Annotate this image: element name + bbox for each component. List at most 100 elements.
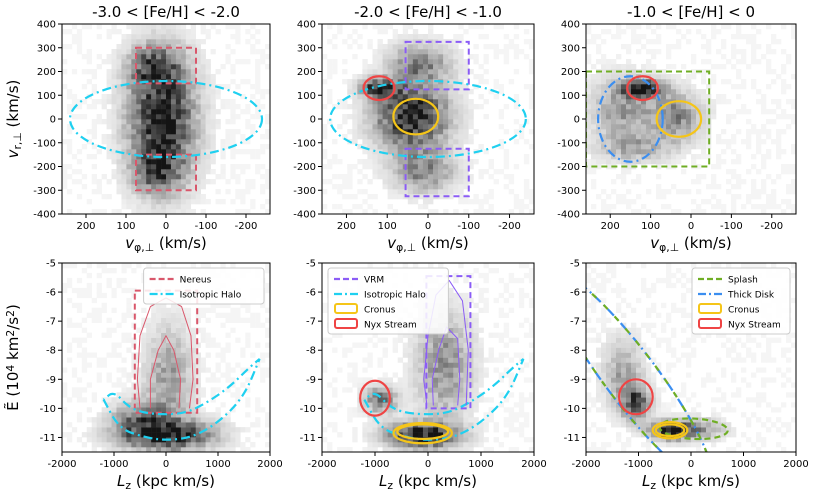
density-cell: [96, 272, 102, 279]
density-cell: [205, 154, 211, 160]
density-cell: [498, 357, 505, 363]
density-cell: [443, 332, 449, 338]
density-cell: [626, 149, 632, 155]
density-cell: [146, 372, 152, 378]
density-cell: [676, 144, 682, 150]
density-cell: [260, 94, 266, 100]
density-cell: [352, 194, 358, 200]
density-cell: [478, 204, 484, 210]
density-cell: [151, 302, 157, 309]
density-cell: [433, 179, 439, 185]
density-cell: [463, 322, 469, 328]
density-cell: [367, 134, 373, 140]
density-cell: [166, 29, 172, 35]
density-cell: [170, 99, 177, 105]
density-cell: [781, 199, 787, 205]
density-cell: [131, 59, 137, 65]
density-cell: [377, 104, 383, 110]
density-cell: [453, 99, 459, 105]
density-cell: [458, 332, 464, 338]
density-cell: [616, 139, 622, 145]
density-cell: [131, 169, 137, 175]
density-cell: [161, 402, 167, 408]
density-cell: [141, 199, 147, 205]
density-cell: [200, 437, 206, 443]
density-cell: [473, 327, 479, 333]
density-cell: [407, 119, 414, 125]
density-cell: [412, 144, 419, 150]
density-cell: [458, 129, 464, 135]
density-cell: [372, 149, 378, 155]
density-cell: [616, 154, 622, 160]
density-cell: [230, 377, 236, 383]
density-cell: [766, 109, 772, 115]
density-cell: [106, 332, 112, 338]
density-cell: [190, 332, 197, 338]
density-cell: [136, 209, 142, 214]
density-cell: [342, 447, 348, 452]
density-cell: [417, 204, 424, 210]
density-cell: [402, 159, 409, 165]
density-cell: [651, 129, 657, 135]
density-cell: [387, 54, 393, 60]
density-cell: [528, 39, 534, 45]
density-cell: [701, 74, 707, 80]
density-cell: [508, 174, 515, 180]
density-cell: [488, 397, 494, 403]
density-cell: [443, 144, 449, 150]
panel-3: 200 100 0 -100 -200-400-300-200-100010020030…: [557, 3, 797, 254]
density-cell: [185, 174, 192, 180]
density-cell: [641, 79, 647, 85]
density-cell: [726, 119, 732, 125]
density-cell: [448, 447, 454, 452]
density-cell: [136, 199, 142, 205]
density-cell: [220, 64, 226, 70]
density-cell: [62, 59, 68, 65]
density-cell: [736, 194, 742, 200]
density-cell: [185, 184, 192, 190]
density-cell: [428, 64, 434, 70]
density-cell: [161, 109, 167, 115]
density-cell: [433, 402, 439, 408]
y-tick-label: 0: [574, 115, 580, 126]
density-cell: [230, 437, 236, 443]
density-cell: [180, 307, 187, 314]
density-cell: [766, 199, 772, 205]
density-cell: [503, 372, 510, 378]
density-cell: [387, 99, 393, 105]
panel-5: -2000 -1000 0 1000 2000-11-10-9-8-7-6-5Lz (k…: [300, 259, 547, 492]
density-cell: [611, 417, 617, 423]
density-cell: [131, 129, 137, 135]
density-cell: [468, 119, 474, 125]
density-cell: [601, 277, 607, 284]
density-cell: [357, 159, 363, 165]
density-cell: [170, 119, 177, 125]
density-cell: [121, 84, 127, 90]
density-cell: [463, 109, 469, 115]
density-cell: [458, 302, 464, 309]
density-cell: [691, 94, 697, 100]
density-cell: [428, 159, 434, 165]
density-cell: [428, 89, 434, 95]
density-cell: [250, 44, 256, 50]
density-cell: [126, 74, 132, 80]
density-cell: [397, 124, 404, 130]
density-cell: [377, 382, 383, 388]
density-cell: [761, 209, 767, 214]
density-cell: [696, 189, 702, 195]
density-cell: [606, 79, 612, 85]
density-cell: [508, 407, 515, 413]
density-cell: [478, 357, 484, 363]
density-cell: [417, 337, 424, 343]
density-cell: [185, 417, 192, 423]
density-cell: [195, 129, 201, 135]
density-cell: [631, 209, 637, 214]
density-cell: [681, 114, 687, 120]
density-cell: [352, 39, 358, 45]
density-cell: [428, 29, 434, 35]
density-cell: [611, 352, 617, 358]
density-cell: [81, 287, 88, 294]
density-cell: [225, 342, 231, 348]
density-cell: [185, 387, 192, 393]
density-cell: [402, 377, 409, 383]
